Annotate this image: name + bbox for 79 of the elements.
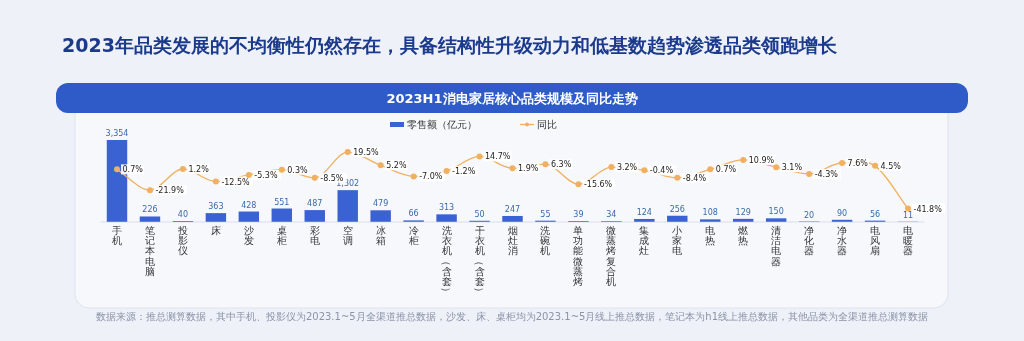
x-tick-label: 燃热 <box>738 225 749 247</box>
data-label: 19.5% <box>353 148 380 158</box>
x-tick-label: 手机 <box>112 225 122 247</box>
data-label: 14.7% <box>485 152 511 162</box>
data-label: 124 <box>636 207 652 217</box>
data-label: 3.1% <box>781 163 803 173</box>
data-label: -5.3% <box>254 170 278 180</box>
x-tick-label: 彩电 <box>309 225 320 247</box>
legend-label: 零售额（亿元） <box>407 119 477 130</box>
chart-subtitle: 2023H1消电家居核心品类规模及同比走势 <box>386 91 638 106</box>
data-label: 55 <box>540 209 551 219</box>
data-label: 428 <box>241 200 257 210</box>
data-label: 39 <box>573 210 584 220</box>
data-label: 50 <box>474 209 485 219</box>
x-tick-label: 洗衣机（含套） <box>441 225 453 297</box>
data-label: 11 <box>902 210 914 220</box>
x-tick-label: 冷柜 <box>407 225 419 247</box>
data-label: 1,302 <box>336 179 360 189</box>
source-note: 数据来源：推总测算数据，其中手机、投影仪为2023.1~5月全渠道推总数据，沙发、床、桌柜均为2023.1~5月线上推总数据，笔记本为h1线上推总数据，其他品类为全渠道推总测算数据 <box>95 311 929 322</box>
data-label: 0.3% <box>287 165 309 175</box>
data-label: 1.2% <box>188 164 210 174</box>
x-tick-label: 桌柜 <box>275 225 287 247</box>
x-tick-label: 微蒸烤复合机 <box>606 225 617 287</box>
data-label: -12.5% <box>221 177 251 187</box>
data-label: 129 <box>735 207 751 217</box>
data-label: 34 <box>606 210 617 220</box>
data-label: 1.9% <box>518 164 539 174</box>
data-label: 487 <box>307 199 323 209</box>
x-tick-label: 沙发 <box>243 225 254 247</box>
x-tick-label: 冰箱 <box>375 225 386 247</box>
x-tick-label: 投影仪 <box>176 225 188 257</box>
data-label: 10.9% <box>748 155 775 165</box>
data-label: 226 <box>142 205 158 215</box>
data-label: 363 <box>208 202 224 212</box>
x-tick-label: 空调 <box>342 225 353 247</box>
x-tick-label: 集成灶 <box>639 225 650 257</box>
data-label: 20 <box>804 210 815 220</box>
x-tick-label: 电暖器 <box>903 225 913 257</box>
x-tick-label: 笔记本电脑 <box>144 225 155 277</box>
data-label: -1.2% <box>452 167 476 177</box>
data-label: 150 <box>768 207 784 217</box>
x-tick-label: 净化器 <box>804 225 815 257</box>
data-label: 6.3% <box>550 160 572 170</box>
data-label: 3,354 <box>105 129 129 138</box>
data-label: -21.9% <box>155 186 185 196</box>
x-tick-label: 床 <box>210 225 221 236</box>
x-tick-label: 清洁电器 <box>771 225 782 267</box>
data-label: 4.5% <box>880 161 902 171</box>
data-label: 108 <box>702 208 718 218</box>
x-tick-label: 烟灶消 <box>507 225 518 257</box>
data-label: -15.6% <box>583 180 613 190</box>
data-label: 5.2% <box>386 161 407 171</box>
x-tick-label: 净水器 <box>837 225 848 257</box>
data-label: 551 <box>274 197 290 207</box>
data-label: 40 <box>177 210 189 220</box>
data-label: -0.4% <box>649 166 674 176</box>
data-label: -8.4% <box>682 173 707 183</box>
x-tick-label: 单功能微蒸烤 <box>573 225 584 287</box>
data-label: 7.6% <box>847 159 869 168</box>
data-label: 313 <box>438 203 455 213</box>
data-label: 0.7% <box>122 165 144 175</box>
x-tick-label: 电风扇 <box>870 225 881 257</box>
data-label: 479 <box>373 199 389 209</box>
legend-label: 同比 <box>537 119 557 130</box>
x-tick-label: 洗碗机 <box>540 225 551 257</box>
x-tick-label: 干衣机（含套） <box>474 225 486 297</box>
data-label: -41.8% <box>913 204 943 214</box>
x-tick-label: 小家电 <box>672 225 683 257</box>
x-tick-label: 电热 <box>705 225 716 247</box>
chart-title: 2023年品类发展的不均衡性仍然存在，具备结构性升级动力和低基数趋势渗透品类领跑增长 <box>62 34 838 56</box>
data-label: 90 <box>836 208 848 218</box>
data-label: 256 <box>669 204 685 214</box>
data-label: 3.2% <box>616 163 638 173</box>
data-label: 0.7% <box>715 165 737 175</box>
data-label: 66 <box>408 209 419 219</box>
data-label: -4.3% <box>814 169 839 179</box>
data-label: 56 <box>869 209 881 219</box>
data-label: 247 <box>504 204 521 214</box>
data-label: -7.0% <box>419 172 443 182</box>
